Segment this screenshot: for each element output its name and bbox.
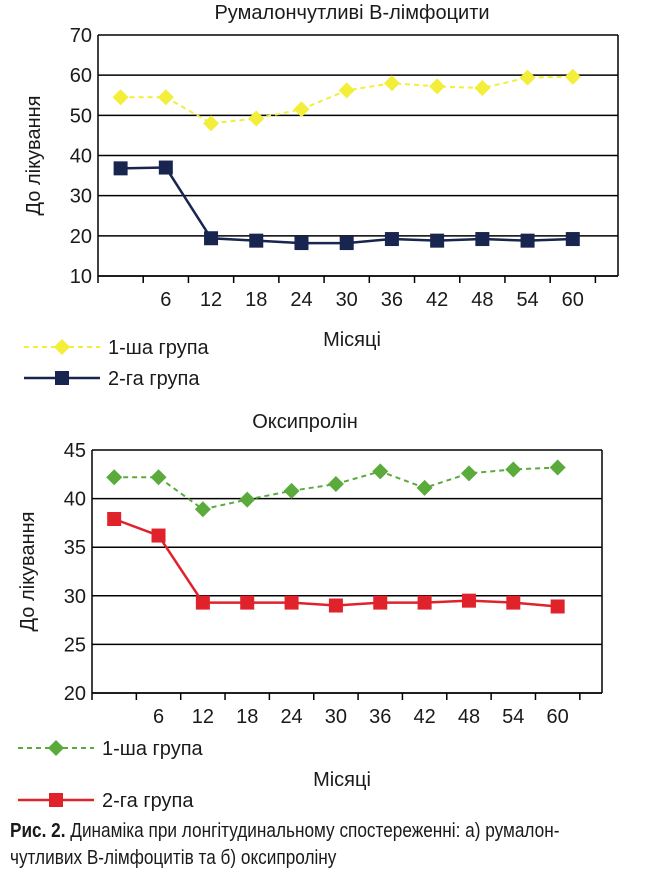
chart-title: Румалончутливі В-лімфоцити [214,2,489,24]
series-1-point [564,68,581,85]
x-axis-label: Місяці [313,769,371,791]
chart-b-lymphocytes: Румалончутливі В-лімфоцити 10 20 30 40 50 60 70… [23,2,619,390]
series-1-point [194,501,211,518]
series-2-point [461,593,476,608]
series-1-point [474,80,491,97]
x-tick-label: 30 [336,289,358,311]
x-tick-label: 18 [245,289,267,311]
series-2-point [195,595,210,610]
y-axis-label: До лікування [17,512,39,632]
x-tick-label: 12 [200,289,222,311]
caption-text: Динаміка при лонгітудинальному спостереж… [10,820,560,869]
series-1-point [327,476,344,493]
legend-label-2: 2-га група [108,368,200,390]
x-tick-label: 42 [426,289,448,311]
series-2-point [475,232,490,247]
series-2-point [204,231,219,246]
legend-label-2: 2-га група [102,790,194,812]
x-tick-label: 48 [471,289,493,311]
series-1-point [293,101,310,118]
x-tick-label: 60 [562,289,584,311]
x-tick-label: 6 [153,706,164,728]
series-2-point [113,161,128,176]
x-tick-label: 42 [413,706,435,728]
x-tick-label: 24 [290,289,312,311]
series-1-point [383,75,400,92]
y-tick-label: 40 [70,146,92,168]
series-2-point [384,232,399,247]
x-tick-label: 54 [516,289,538,311]
legend-label-1: 1-ша група [108,337,210,359]
series-2-point [373,595,388,610]
series-2-point [240,595,255,610]
y-tick-label: 70 [70,25,92,47]
series-2-point [506,595,521,610]
series-1-point [157,89,174,106]
series-1-point [416,479,433,496]
y-tick-label: 45 [64,440,86,462]
x-tick-label: 60 [547,706,569,728]
series-1-point [519,69,536,86]
series-line-2 [113,517,558,608]
y-tick-label: 60 [70,65,92,87]
series-1-point [283,482,300,499]
caption-label: Рис. 2. [10,820,66,842]
legend-label-1: 1-ша група [102,738,204,760]
series-1-point [248,110,265,127]
series-1-point [429,78,446,95]
legend-marker-1 [54,339,70,355]
series-2-point [151,528,166,543]
series-1-point [549,459,566,476]
x-tick-label: 36 [381,289,403,311]
y-tick-label: 40 [64,489,86,511]
x-tick-label: 18 [236,706,258,728]
y-axis-label: До лікування [23,96,45,216]
series-1-point [106,469,123,486]
chart-oxyproline: Оксипролін 20 25 30 35 40 45 6 12 18 24 30 36 42 48 54 6… [17,411,603,812]
series-2-point [294,236,309,251]
x-tick-label: 6 [160,289,171,311]
x-tick-label: 24 [280,706,302,728]
series-1-point [150,469,167,486]
series-1-point [203,115,220,132]
series-1-point [505,461,522,478]
series-2-point [339,236,354,251]
series-1-point [112,89,129,106]
y-tick-label: 20 [70,226,92,248]
series-2-point [520,233,535,248]
y-tick-label: 35 [64,537,86,559]
y-tick-label: 30 [64,586,86,608]
legend-marker-1 [48,740,64,756]
legend-marker-2 [49,793,63,807]
y-tick-label: 20 [64,683,86,705]
series-2-point [107,512,122,527]
y-tick-label: 50 [70,105,92,127]
series-2-point [430,233,445,248]
legend-marker-2 [55,371,69,385]
series-2-point [565,232,580,247]
series-1-point [460,465,477,482]
y-tick-label: 10 [70,266,92,288]
x-axis-label: Місяці [323,329,381,351]
series-2-point [417,595,432,610]
series-2-point [284,595,299,610]
x-tick-label: 12 [192,706,214,728]
series-line-2 [120,166,573,245]
y-tick-label: 30 [70,186,92,208]
figure-caption: Рис. 2. Динаміка при лонгітудинальному с… [10,818,560,872]
x-tick-label: 30 [325,706,347,728]
series-2-point [158,160,173,175]
x-tick-label: 36 [369,706,391,728]
series-1-point [372,463,389,480]
series-1-point [239,491,256,508]
chart-title: Оксипролін [252,411,358,433]
series-2-point [249,233,264,248]
series-2-point [550,599,565,614]
x-tick-label: 54 [502,706,524,728]
x-tick-label: 48 [458,706,480,728]
y-tick-label: 25 [64,634,86,656]
series-2-point [328,598,343,613]
series-1-point [338,82,355,99]
